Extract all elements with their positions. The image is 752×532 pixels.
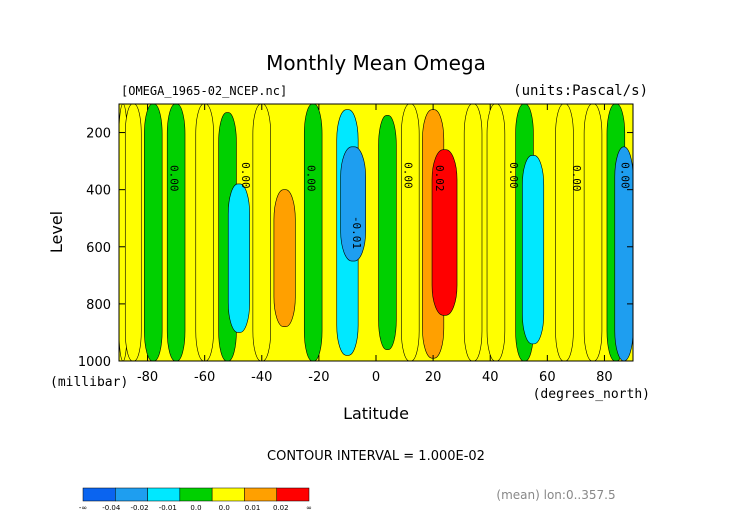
- legend-label: -0.02: [130, 504, 148, 512]
- x-tick-label: 40: [482, 370, 499, 385]
- legend-label: 0.0: [219, 504, 230, 512]
- legend-swatch: [211, 487, 245, 502]
- contour-band: [124, 103, 142, 362]
- legend-label: -0.01: [159, 504, 177, 512]
- color-legend: -∞ -0.04 -0.02 -0.01 0.0 0.0 0.01 0.02 ∞: [79, 487, 312, 512]
- y-tick-label: 600: [86, 241, 111, 256]
- chart-title: Monthly Mean Omega: [266, 51, 486, 75]
- contour-band: [252, 103, 271, 362]
- contour-interval-label: CONTOUR INTERVAL = 1.000E-02: [267, 449, 485, 464]
- contour-label: 0.02: [433, 165, 446, 192]
- source-file-label: [OMEGA_1965-02_NCEP.nc]: [121, 84, 287, 98]
- contour-band: [583, 103, 603, 362]
- contour-label: 0.00: [402, 162, 415, 189]
- contour-band: [195, 103, 214, 362]
- contour-label: 0.00: [167, 165, 180, 192]
- plot-area: 0.00 0.00 0.00 -0.01 0.00 0.02 0.00 0.00 0.00 -8…: [78, 103, 634, 385]
- x-tick-label: -60: [194, 370, 215, 385]
- contour-label: 0.00: [304, 165, 317, 192]
- contour-band: [303, 103, 323, 362]
- legend-swatch: [115, 487, 148, 502]
- legend-swatch: [82, 487, 116, 502]
- legend-swatch: [147, 487, 181, 502]
- contour-band: [431, 149, 458, 316]
- contour-band: [486, 103, 506, 362]
- contour-band: [227, 183, 250, 333]
- legend-swatch: [244, 487, 277, 502]
- x-tick-label: 20: [425, 370, 442, 385]
- units-label: (units:Pascal/s): [513, 83, 648, 99]
- x-tick-label: -40: [251, 370, 272, 385]
- contour-label: -0.01: [350, 216, 363, 249]
- contour-band: [144, 103, 163, 362]
- contour-band: [378, 115, 397, 350]
- contour-band: [340, 146, 366, 262]
- legend-label: 0.01: [245, 504, 261, 512]
- contour-band: [555, 103, 574, 362]
- legend-label: -0.04: [102, 504, 121, 512]
- y-tick-label: 400: [86, 184, 111, 199]
- contour-labels-layer: 0.00 0.00 0.00 -0.01 0.00 0.02 0.00 0.00 0.00: [167, 162, 631, 249]
- y-tick-label: 1000: [78, 355, 111, 370]
- y-axis-unit: (millibar): [50, 375, 128, 390]
- contour-label: 0.00: [507, 162, 520, 189]
- contour-label: 0.00: [239, 162, 252, 189]
- y-tick-label: 200: [86, 127, 111, 142]
- legend-label: -∞: [79, 504, 87, 512]
- contour-band: [273, 189, 296, 328]
- contour-band: [463, 103, 483, 362]
- footer-note: (mean) lon:0..357.5: [496, 488, 615, 502]
- y-tick-label: 800: [86, 298, 111, 313]
- legend-swatch: [179, 487, 213, 502]
- legend-swatch: [276, 487, 310, 502]
- legend-label: 0.0: [190, 504, 201, 512]
- x-axis-ticks: -80 -60 -40 -20 0 20 40 60 80: [137, 104, 613, 385]
- contour-fill-layer: [118, 103, 634, 362]
- legend-label: 0.02: [273, 504, 289, 512]
- contour-band: [166, 103, 186, 362]
- x-tick-label: -20: [308, 370, 329, 385]
- x-axis-unit: (degrees_north): [533, 387, 650, 402]
- x-tick-label: 80: [596, 370, 613, 385]
- contour-label: 0.00: [570, 165, 583, 192]
- x-tick-label: -80: [137, 370, 158, 385]
- contour-label: 0.00: [619, 162, 632, 189]
- legend-label: ∞: [306, 504, 312, 512]
- contour-band: [401, 103, 420, 362]
- x-tick-label: 60: [539, 370, 556, 385]
- x-axis-title: Latitude: [343, 404, 409, 423]
- contour-band: [522, 155, 545, 345]
- y-axis-ticks: 200 400 600 800 1000: [78, 127, 633, 370]
- y-axis-title: Level: [47, 211, 66, 253]
- x-tick-label: 0: [372, 370, 380, 385]
